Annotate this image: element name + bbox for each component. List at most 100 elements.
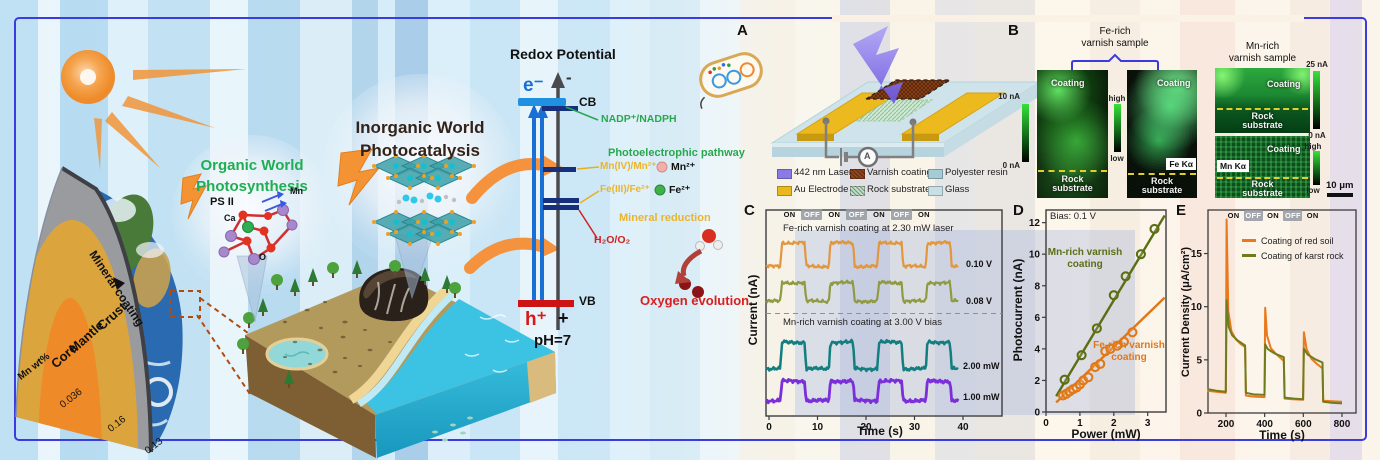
trace-2.00mW — [765, 338, 959, 373]
fe-sample-title1: Fe-rich — [1099, 26, 1131, 37]
map-substrate-label: substrate — [1242, 188, 1283, 198]
c-ylabel: Current (nA) — [746, 274, 760, 346]
lightning-bolt-icon — [180, 173, 207, 220]
e-xlabel: Time (s) — [1259, 428, 1305, 442]
map-coating-label: Coating — [1157, 78, 1191, 88]
crystal-layers-icon — [371, 154, 477, 247]
data-point — [1135, 249, 1146, 260]
legend-line-swatch — [1242, 254, 1256, 258]
laser-on-indicator: ON — [1227, 211, 1240, 220]
svg-text:1: 1 — [1077, 418, 1083, 429]
scalebar-label: 10 μm — [1326, 180, 1354, 191]
fe-ion-label: Fe²⁺ — [669, 184, 691, 196]
lightning-bolt-icon — [337, 148, 381, 206]
interface-dashed-line — [1216, 177, 1309, 179]
data-point — [1149, 223, 1160, 235]
psii-label: PS II — [210, 196, 234, 208]
legend-label-laser: 442 nm Laser — [794, 167, 853, 178]
map-rock-label: Rock — [1061, 174, 1084, 184]
ph-label: pH=7 — [534, 332, 572, 349]
legend-swatch-resin — [928, 169, 943, 179]
svg-text:10: 10 — [812, 422, 824, 433]
laser-off-indicator: OFF — [801, 209, 823, 220]
water-couple-label: H₂O/O₂ — [594, 234, 631, 246]
svg-text:30: 30 — [909, 422, 921, 433]
svg-text:0: 0 — [1034, 408, 1040, 419]
svg-text:400: 400 — [1256, 419, 1273, 430]
svg-text:2: 2 — [1111, 418, 1117, 429]
inorganic-title-line1: Inorganic World — [355, 118, 485, 137]
colorbar-fe-current — [1022, 104, 1029, 162]
legend-swatch-au — [777, 186, 792, 196]
hole-label: h⁺ — [525, 309, 547, 330]
d-ylabel: Photocurrent (nA) — [1011, 258, 1025, 362]
svg-text:15: 15 — [1191, 249, 1203, 260]
laser-on-indicator: ON — [783, 210, 796, 219]
map-rock-label: Rock — [1251, 179, 1274, 189]
trace-1.00mW — [765, 377, 960, 405]
cb-label: CB — [579, 95, 597, 109]
vb-label: VB — [579, 294, 596, 308]
panel-e-label: E — [1176, 202, 1187, 219]
legend-label-rock: Rock substrate — [867, 184, 931, 195]
svg-text:10: 10 — [1191, 302, 1203, 313]
svg-text:0: 0 — [1196, 409, 1202, 420]
c-title-top: Fe-rich varnish coating at 2.30 mW laser — [783, 223, 954, 234]
laser-on-indicator: ON — [873, 210, 886, 219]
mn-ion-label: Mn²⁺ — [671, 161, 696, 173]
ammeter-label: A — [864, 151, 871, 161]
svg-text:20: 20 — [860, 422, 872, 433]
interface-dashed-line — [1038, 170, 1107, 172]
earth-cutaway — [15, 166, 183, 453]
svg-text:6: 6 — [1034, 313, 1040, 324]
svg-text:0: 0 — [766, 422, 772, 433]
svg-text:4: 4 — [1034, 344, 1040, 355]
interface-dashed-line — [1128, 173, 1196, 175]
mineral-coating-arrow — [113, 277, 125, 290]
device-schematic — [770, 26, 1042, 168]
circuit-wire — [824, 121, 915, 159]
trees — [237, 260, 461, 388]
mn-ion-icon — [656, 161, 668, 173]
atom-label-o: O — [259, 252, 267, 262]
panel-d-label: D — [1013, 202, 1024, 219]
sun-icon — [61, 50, 246, 170]
legend-label: Coating of karst rock — [1261, 250, 1344, 261]
map-coating-label: Coating — [1267, 79, 1301, 89]
laser-on-indicator: ON — [828, 210, 841, 219]
colorbar-mnka — [1313, 151, 1320, 185]
e-legend-item: Coating of karst rock — [1242, 247, 1344, 265]
trace-0.08V — [765, 279, 959, 305]
water-molecule-icon — [695, 229, 723, 251]
varnish-coating-patch — [863, 79, 953, 100]
laser-bolt-icon — [853, 26, 903, 104]
colorbar-fe-bot: 0 nA — [1002, 161, 1020, 170]
legend-label-varnish: Varnish coating — [867, 167, 932, 178]
fe-sample-title2: varnish sample — [1081, 38, 1149, 49]
colorbar-feka — [1114, 104, 1121, 152]
d-annotation: Bias: 0.1 V — [1050, 211, 1096, 222]
legend-label-resin: Polyester resin — [945, 167, 1008, 178]
data-point — [1118, 336, 1130, 347]
minus-sign: - — [566, 68, 572, 87]
svg-text:3: 3 — [1145, 418, 1151, 429]
organic-title-line2: Photosynthesis — [196, 178, 308, 195]
fe-level-bar — [543, 198, 579, 203]
d-series-label-mn: Mn-rich varnish coating — [1047, 247, 1123, 270]
figure-border-frame — [14, 17, 1367, 441]
mineral-reduction-label: Mineral reduction — [619, 212, 711, 224]
fe-ka-badge: Fe Kα — [1166, 158, 1196, 170]
data-point — [1120, 271, 1131, 282]
c-trace-label-4: 1.00 mW — [963, 392, 1000, 402]
laser-on-indicator: ON — [1267, 211, 1280, 220]
laser-off-indicator: OFF — [891, 209, 912, 220]
mn-sample-title2: varnish sample — [1228, 53, 1297, 64]
fe-couple-label: Fe(III)/Fe²⁺ — [600, 184, 650, 195]
c-trace-label-2: 0.08 V — [966, 296, 993, 306]
redox-title: Redox Potential — [510, 46, 616, 62]
scalebar — [1327, 193, 1353, 197]
fe-sample-bracket — [1071, 53, 1159, 71]
